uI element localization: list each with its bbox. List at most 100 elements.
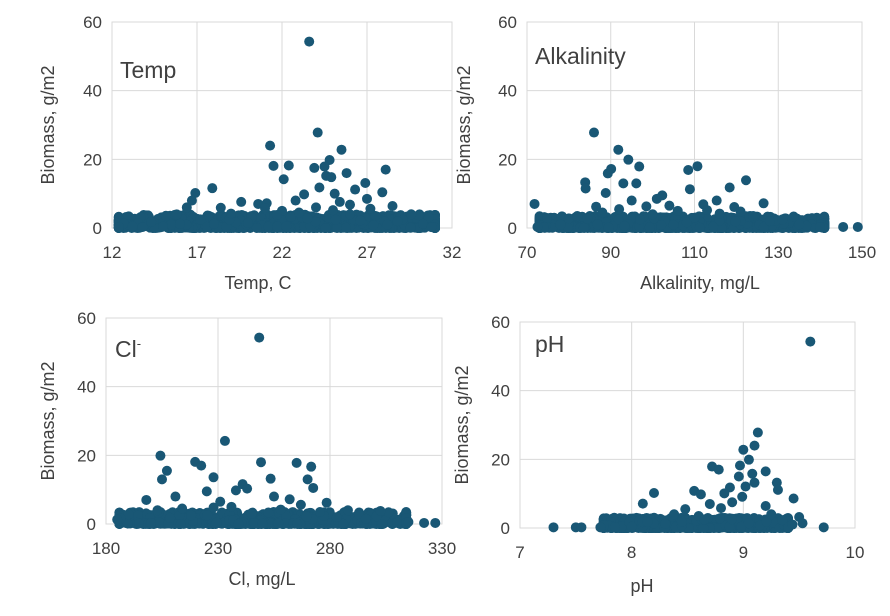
ph-point <box>727 497 738 508</box>
chloride-point <box>226 501 237 512</box>
temp-x-tick-label: 22 <box>273 243 292 262</box>
temp-point <box>362 193 372 204</box>
alkalinity-point <box>600 187 611 198</box>
chloride-point <box>219 435 230 446</box>
chloride-point <box>314 507 325 518</box>
ph-point <box>704 498 715 509</box>
temp-panel-label: Temp <box>120 57 176 83</box>
temp-point <box>368 220 379 231</box>
alkalinity-point <box>623 154 634 165</box>
alkalinity-point <box>741 175 752 186</box>
ph-point <box>669 509 680 520</box>
ph-point <box>818 522 829 533</box>
ph-point <box>736 521 747 532</box>
alkalinity-point <box>591 201 602 212</box>
chloride-point <box>375 505 386 516</box>
alkalinity-x-tick-label: 90 <box>601 243 620 262</box>
alkalinity-point <box>631 178 642 189</box>
temp-point <box>171 209 182 220</box>
alkalinity-point <box>603 222 614 233</box>
temp-x-tick-label: 27 <box>358 243 377 262</box>
ph-point <box>713 464 724 475</box>
temp-point <box>160 210 171 221</box>
ph-y-ticks: 0 20 40 60 <box>491 313 510 538</box>
temp-point <box>290 195 301 206</box>
chloride-x-tick-label: 180 <box>92 539 120 558</box>
chloride-point <box>152 505 163 516</box>
temp-point <box>215 202 226 213</box>
alkalinity-point <box>542 212 553 223</box>
chloride-point <box>263 507 274 518</box>
ph-y-tick-label: 0 <box>501 519 510 538</box>
ph-point <box>595 522 606 533</box>
ph-point <box>747 468 758 479</box>
alkalinity-y-tick-label: 20 <box>498 150 517 169</box>
chloride-point <box>202 510 213 521</box>
alkalinity-point <box>641 201 652 212</box>
alkalinity-point <box>708 221 719 232</box>
chloride-point <box>146 518 157 529</box>
alkalinity-point <box>626 195 637 206</box>
alkalinity-point <box>597 207 608 218</box>
alkalinity-point <box>613 144 624 155</box>
alkalinity-points <box>529 127 863 233</box>
alkalinity-y-tick-label: 40 <box>498 82 517 101</box>
ph-point <box>752 427 763 438</box>
chloride-point <box>342 505 353 516</box>
chloride-point <box>392 517 403 528</box>
ph-points <box>548 336 829 533</box>
chloride-x-tick-label: 230 <box>204 539 232 558</box>
chloride-point <box>112 514 123 525</box>
chloride-point <box>256 457 267 468</box>
temp-point <box>243 217 253 228</box>
alkalinity-point <box>647 209 658 220</box>
temp-x-tick-label: 17 <box>188 243 207 262</box>
temp-point <box>326 172 337 183</box>
chloride-point <box>161 465 172 476</box>
temp-point <box>285 211 296 222</box>
alkalinity-point <box>748 210 759 221</box>
ph-y-tick-label: 20 <box>491 450 510 469</box>
temp-point <box>175 218 185 229</box>
alkalinity-point <box>684 184 695 195</box>
alkalinity-point <box>529 198 540 209</box>
alkalinity-point <box>692 161 703 172</box>
chloride-panel-label: Cl- <box>115 336 141 362</box>
alkalinity-point <box>592 219 603 230</box>
alkalinity-point <box>572 210 583 221</box>
ph-x-ticks: 7 8 9 10 <box>515 543 864 562</box>
ph-x-tick-label: 7 <box>515 543 524 562</box>
alkalinity-point <box>689 212 700 223</box>
temp-point <box>302 213 313 224</box>
temp-point <box>370 210 381 221</box>
alkalinity-x-tick-label: 70 <box>518 243 537 262</box>
chloride-point <box>430 517 441 528</box>
chloride-panel-label-text: Cl <box>115 336 137 362</box>
chloride-point <box>123 509 134 520</box>
alkalinity-point <box>555 219 566 230</box>
ph-point <box>740 481 751 492</box>
chloride-point <box>154 517 165 528</box>
temp-panel: 12 17 22 27 32 0 20 40 60 Temp Temp, C Biomass,… <box>38 13 461 293</box>
ph-point <box>734 460 745 471</box>
alkalinity-point <box>815 221 826 232</box>
temp-point <box>345 209 355 220</box>
temp-point <box>268 160 279 171</box>
chloride-point <box>280 518 291 529</box>
chloride-y-tick-label: 20 <box>77 446 96 465</box>
temp-y-tick-label: 20 <box>83 150 102 169</box>
temp-point <box>207 183 218 194</box>
chloride-point <box>155 450 166 461</box>
ph-point <box>777 515 788 526</box>
chloride-point <box>186 510 197 521</box>
chloride-point <box>242 483 253 494</box>
ph-point <box>738 444 749 455</box>
chloride-point <box>360 513 371 524</box>
chloride-point <box>254 332 265 343</box>
chloride-point <box>141 494 152 505</box>
temp-point <box>330 214 341 225</box>
ph-point <box>699 514 710 525</box>
alkalinity-point <box>532 221 543 232</box>
ph-point <box>680 504 691 515</box>
temp-point <box>271 209 282 220</box>
